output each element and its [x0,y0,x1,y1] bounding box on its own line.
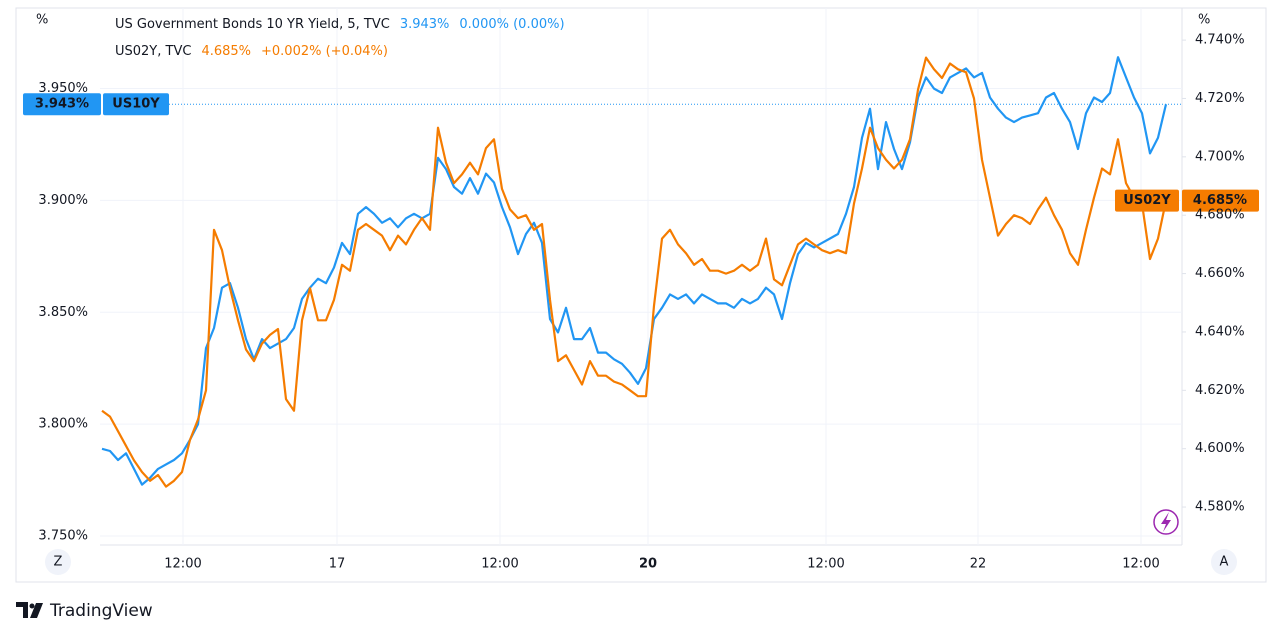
right-unit: % [1198,13,1210,28]
legend-price: 4.685% [201,44,251,59]
price-tag-label: 3.943% [35,97,89,112]
zoom-label: Z [54,555,63,570]
auto-label: A [1220,555,1229,570]
y2-tick-label: 4.680% [1195,208,1245,223]
name-tag-label: US10Y [112,97,160,112]
x-tick-label: 12:00 [164,557,201,572]
legend-entry: US02Y, TVC 4.685% +0.002% (+0.04%) [115,44,388,59]
y2-tick-label: 4.660% [1195,266,1245,281]
name-tag-label: US02Y [1123,193,1171,208]
y-tick-label: 3.900% [38,193,88,208]
left-unit: % [36,13,48,28]
x-tick-label: 12:00 [481,557,518,572]
y-tick-label: 3.950% [38,81,88,96]
logo [16,602,43,618]
y-tick-label: 3.750% [38,529,88,544]
x-tick-label: 22 [970,557,987,572]
legend-change: 0.000% (0.00%) [459,17,564,32]
zoom-button[interactable] [45,549,71,575]
chart-frame [15,7,1267,583]
x-tick-label: 17 [329,557,346,572]
price-tag [23,93,101,116]
y2-tick-label: 4.700% [1195,149,1245,164]
legend: US Government Bonds 10 YR Yield, 5, TVC 3… [115,17,565,59]
legend-title: US Government Bonds 10 YR Yield, 5, TVC [115,17,390,32]
y2-tick-label: 4.740% [1195,33,1245,48]
footer-brand: TradingView [49,601,153,621]
legend-change: +0.002% (+0.04%) [261,44,388,59]
x-tick-label: 12:00 [807,557,844,572]
x-tick-label: 12:00 [1122,557,1159,572]
legend-entry: US Government Bonds 10 YR Yield, 5, TVC 3… [115,17,565,32]
alert-icon[interactable] [1153,509,1179,535]
grid [100,8,1182,545]
name-tag [103,93,169,116]
legend-title: US02Y, TVC [115,44,191,59]
y2-tick-label: 4.720% [1195,91,1245,106]
lines [100,56,1182,488]
y2-tick-label: 4.640% [1195,324,1245,339]
x-tick-label: 20 [639,557,657,572]
name-tag [1115,189,1179,212]
y2-tick-label: 4.600% [1195,441,1245,456]
price-tags: 3.943% US10Y US02Y 4.685% [23,93,1259,212]
price-tag-label: 4.685% [1193,193,1247,208]
y2-tick-label: 4.620% [1195,383,1245,398]
y-tick-label: 3.800% [38,417,88,432]
price-tag [1182,189,1259,212]
auto-button[interactable] [1211,549,1237,575]
legend-price: 3.943% [400,17,450,32]
series-line [101,56,1168,488]
y-tick-label: 3.850% [38,305,88,320]
y2-tick-label: 4.580% [1195,500,1245,515]
